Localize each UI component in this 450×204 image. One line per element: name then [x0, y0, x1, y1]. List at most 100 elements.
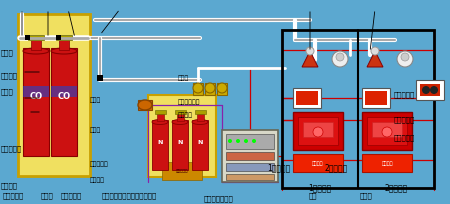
Ellipse shape: [51, 48, 77, 54]
Bar: [217, 83, 227, 95]
Text: 探测器: 探测器: [360, 193, 373, 199]
Bar: [25, 35, 30, 40]
Text: N: N: [177, 140, 183, 145]
Circle shape: [244, 139, 248, 143]
Text: 声光报警器: 声光报警器: [394, 92, 415, 98]
Text: 电磁阀: 电磁阀: [90, 97, 101, 103]
Ellipse shape: [152, 120, 168, 124]
Text: 自锁压力开关灭火剂输送管道: 自锁压力开关灭火剂输送管道: [101, 193, 157, 199]
Bar: [420, 84, 440, 96]
Text: 控制线路: 控制线路: [178, 112, 193, 118]
Text: 气流单向阀: 气流单向阀: [61, 193, 82, 199]
Text: 集流管: 集流管: [1, 50, 13, 56]
Bar: [298, 117, 338, 145]
Text: 灭火剂储瓶: 灭火剂储瓶: [1, 146, 22, 152]
Bar: [175, 110, 186, 114]
Circle shape: [401, 53, 409, 61]
Bar: [293, 112, 343, 150]
Text: 放气显示灯: 放气显示灯: [394, 134, 415, 141]
Bar: [205, 83, 215, 95]
Bar: [162, 162, 202, 180]
Bar: [226, 134, 274, 149]
Text: 储瓶框架: 储瓶框架: [1, 182, 18, 189]
Bar: [152, 120, 168, 170]
Bar: [31, 38, 41, 50]
Text: 液流单向阀: 液流单向阀: [2, 193, 23, 199]
Circle shape: [371, 47, 379, 55]
Bar: [97, 75, 103, 81]
Bar: [148, 95, 216, 177]
Bar: [51, 86, 77, 97]
Bar: [362, 154, 412, 172]
Circle shape: [236, 139, 240, 143]
Bar: [362, 112, 412, 150]
Text: 灭火报警控制器: 灭火报警控制器: [203, 196, 233, 202]
Bar: [222, 130, 278, 182]
Bar: [362, 88, 390, 108]
Text: 2号保护区: 2号保护区: [384, 184, 408, 193]
Ellipse shape: [205, 83, 215, 93]
Polygon shape: [367, 51, 383, 67]
Bar: [172, 120, 188, 170]
Text: N: N: [158, 140, 163, 145]
Bar: [226, 174, 274, 180]
Text: CO: CO: [29, 92, 43, 101]
Circle shape: [332, 51, 348, 67]
Ellipse shape: [193, 83, 203, 93]
Bar: [18, 14, 90, 176]
Circle shape: [382, 127, 392, 137]
Bar: [56, 35, 72, 40]
Bar: [138, 100, 152, 110]
Circle shape: [313, 127, 323, 137]
Bar: [23, 48, 49, 156]
Bar: [59, 38, 69, 50]
Bar: [293, 88, 321, 108]
Text: 手动控制盒: 手动控制盒: [394, 116, 415, 123]
Text: 1号保护区: 1号保护区: [308, 184, 332, 193]
Circle shape: [336, 53, 344, 61]
Text: 喷嘴: 喷嘴: [308, 193, 317, 199]
Bar: [193, 83, 203, 95]
Bar: [226, 163, 274, 171]
Circle shape: [430, 86, 438, 94]
Text: 1号保护区: 1号保护区: [267, 164, 290, 173]
Bar: [195, 110, 206, 114]
Bar: [56, 35, 61, 40]
Bar: [197, 113, 204, 121]
Ellipse shape: [172, 120, 188, 124]
Text: 瓶头阀: 瓶头阀: [1, 89, 13, 95]
Bar: [28, 35, 45, 40]
Circle shape: [422, 86, 430, 94]
Circle shape: [228, 139, 232, 143]
Ellipse shape: [23, 48, 49, 54]
Ellipse shape: [192, 120, 208, 124]
Ellipse shape: [217, 83, 227, 93]
Text: 信号反馈线路: 信号反馈线路: [178, 99, 200, 105]
Bar: [177, 113, 184, 121]
Circle shape: [306, 47, 314, 55]
Bar: [23, 86, 49, 97]
Text: 选择阀: 选择阀: [178, 76, 189, 81]
Text: 放气放入: 放气放入: [312, 161, 324, 165]
Circle shape: [397, 51, 413, 67]
Ellipse shape: [138, 100, 152, 110]
Bar: [282, 30, 434, 188]
Text: CO: CO: [58, 92, 71, 101]
Polygon shape: [302, 51, 318, 67]
Bar: [303, 122, 333, 137]
Text: 放气放入: 放气放入: [381, 161, 393, 165]
Text: N: N: [197, 140, 202, 145]
Bar: [192, 120, 208, 170]
Text: 金属软管: 金属软管: [1, 72, 18, 79]
Bar: [293, 154, 343, 172]
Bar: [365, 91, 387, 105]
Text: 2号保护区: 2号保护区: [325, 164, 348, 173]
Text: 启动瓶框架: 启动瓶框架: [176, 169, 188, 173]
Bar: [367, 117, 407, 145]
Bar: [226, 152, 274, 160]
Text: 安全阀: 安全阀: [40, 193, 53, 199]
Bar: [155, 110, 166, 114]
Circle shape: [252, 139, 256, 143]
Text: 启动瓶: 启动瓶: [90, 128, 101, 133]
Bar: [372, 122, 402, 137]
